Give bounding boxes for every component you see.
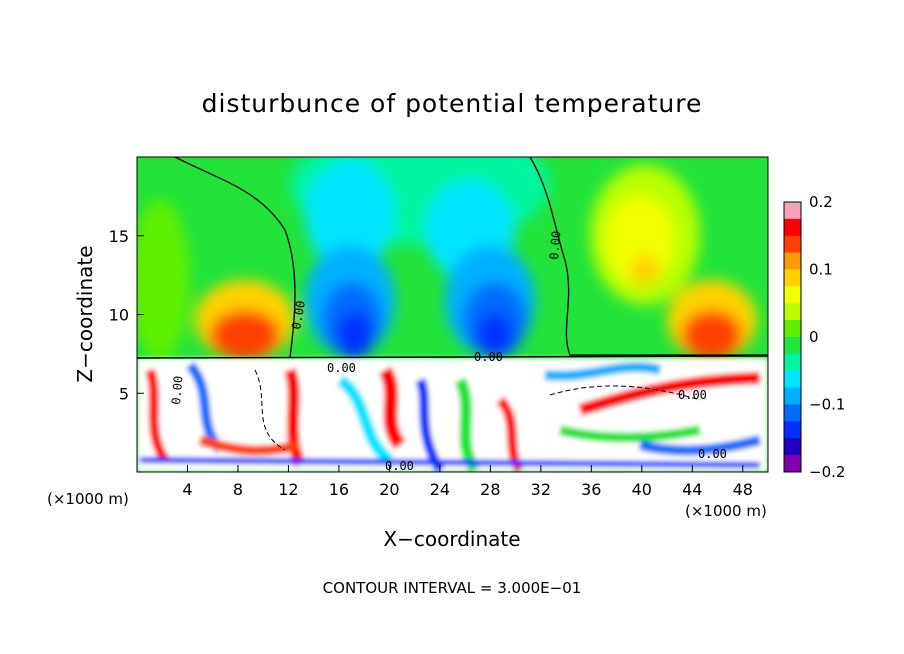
x-axis-ticks: 4 8 12 16 20 24 28 32 36 40 44 48 (182, 465, 753, 499)
contour-label: 0.00 (698, 447, 727, 461)
colorbar-swatch (784, 438, 801, 456)
x-tick-label: 44 (682, 480, 702, 499)
colorbar-swatch (784, 353, 801, 372)
y-axis-ticks: 5 10 15 (109, 227, 144, 403)
x-tick-label: 36 (581, 480, 601, 499)
colorbar-swatch (784, 218, 801, 237)
heatmap-field (137, 157, 768, 472)
y-tick-label: 10 (109, 306, 129, 325)
colorbar (784, 202, 801, 473)
contour-label: 0.00 (289, 300, 308, 331)
colorbar-swatch (784, 252, 801, 270)
x-tick-label: 32 (531, 480, 551, 499)
colorbar-tick-label: 0 (809, 328, 819, 346)
colorbar-tick-label: 0.1 (809, 261, 833, 279)
x-tick-label: 16 (329, 480, 349, 499)
colorbar-ticks: 0.2 0.1 0 −0.1 −0.2 (809, 193, 845, 481)
contour-label: 0.00 (474, 350, 503, 364)
contour-label: 0.00 (385, 459, 414, 473)
x-tick-label: 40 (632, 480, 652, 499)
x-tick-label: 4 (182, 480, 192, 499)
colorbar-frame (783, 201, 802, 473)
contour-labels: 0.00 0.00 0.00 0.00 0.00 0.00 0.00 0.00 (169, 230, 727, 473)
colorbar-swatch (784, 269, 801, 287)
colorbar-swatch (784, 404, 801, 422)
colorbar-swatch (784, 455, 801, 473)
x-axis-label: X−coordinate (383, 527, 520, 551)
colorbar-swatch (784, 320, 801, 338)
contour-label: 0.00 (327, 361, 356, 375)
x-tick-label: 24 (430, 480, 450, 499)
x-tick-label: 20 (379, 480, 399, 499)
y-tick-label: 5 (119, 384, 129, 403)
footer-contour-interval: CONTOUR INTERVAL = 3.000E−01 (323, 579, 582, 597)
colorbar-swatch (784, 387, 801, 405)
colorbar-swatch (784, 286, 801, 304)
contour-label: 0.00 (678, 388, 707, 402)
x-tick-label: 48 (733, 480, 753, 499)
chart-title: disturbunce of potential temperature (202, 89, 703, 118)
x-tick-label: 28 (480, 480, 500, 499)
x-tick-label: 8 (233, 480, 243, 499)
contour-label: 0.00 (547, 230, 563, 260)
y-axis-label: Z−coordinate (73, 245, 97, 382)
colorbar-swatch (784, 303, 801, 321)
colorbar-tick-label: 0.2 (809, 193, 833, 211)
colorbar-swatch (784, 370, 801, 389)
contour-label: 0.00 (169, 375, 185, 405)
colorbar-swatch (784, 337, 801, 355)
x-unit-right: (×1000 m) (685, 502, 767, 520)
x-tick-label: 12 (278, 480, 298, 499)
colorbar-tick-label: −0.1 (809, 396, 845, 414)
colorbar-swatch (784, 421, 801, 439)
x-unit-left: (×1000 m) (47, 490, 129, 508)
colorbar-swatch (784, 202, 801, 220)
colorbar-tick-label: −0.2 (809, 463, 845, 481)
colorbar-swatch (784, 235, 801, 254)
y-tick-label: 15 (109, 227, 129, 246)
